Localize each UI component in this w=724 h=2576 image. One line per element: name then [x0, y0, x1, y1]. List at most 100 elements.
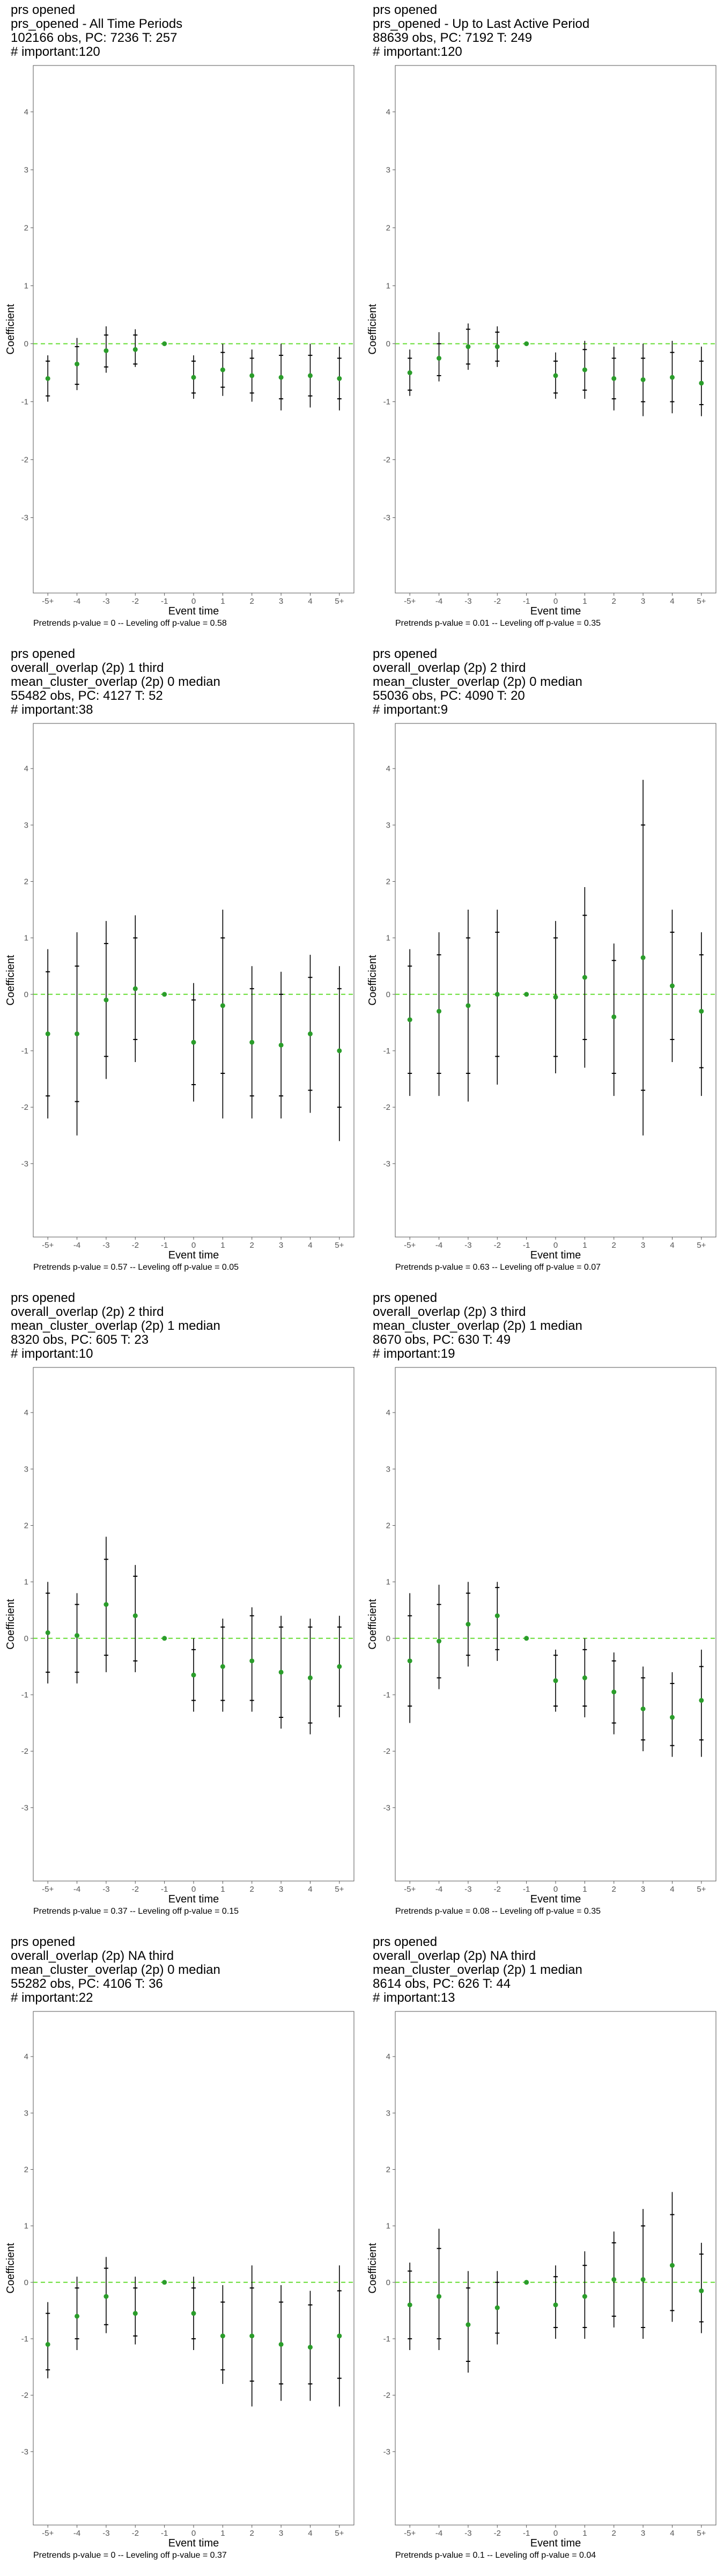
x-tick-label: 1 [582, 1885, 587, 1894]
estimate-point [407, 2302, 412, 2308]
estimate-point [191, 1040, 196, 1045]
chart-svg: -3 -2 -1 0 1 2 3 4 -5+ -4 -3 -2 -1 0 1 2 3 4 5+ Event time C… [5, 1367, 354, 1905]
x-tick-label: -1 [161, 2529, 168, 2538]
estimate-point [278, 2341, 284, 2347]
y-tick-label: 4 [386, 1408, 390, 1417]
estimate-point [307, 1675, 313, 1680]
x-tick-label: -3 [102, 1885, 109, 1894]
y-tick-label: 1 [386, 281, 390, 290]
y-tick-label: 1 [386, 1578, 390, 1587]
estimate-point [699, 380, 704, 386]
y-tick-label: -3 [21, 1159, 28, 1168]
x-tick-label: -2 [132, 1241, 139, 1250]
x-tick-label: 1 [220, 1885, 225, 1894]
x-tick-label: -4 [435, 1241, 442, 1250]
y-tick-label: 2 [386, 2165, 390, 2174]
y-tick-label: -2 [383, 1103, 390, 1112]
estimate-point [494, 992, 500, 997]
chart-title-line: prs opened [11, 1935, 76, 1949]
y-tick-label: -1 [383, 2334, 390, 2344]
chart-title-line: # important:13 [373, 1990, 455, 2005]
estimate-point [524, 2280, 529, 2285]
y-tick-label: -2 [21, 1103, 28, 1112]
estimate-point [220, 1003, 225, 1008]
chart-title-line: 88639 obs, PC: 7192 T: 249 [373, 31, 533, 45]
chart-title-line: mean_cluster_overlap (2p) 1 median [373, 1963, 582, 1977]
x-axis-label: Event time [168, 2537, 219, 2549]
chart-panel: prs opened overall_overlap (2p) 1 third me… [0, 644, 362, 1288]
pvalue-footer: Pretrends p-value = 0 -- Leveling off p-… [33, 2551, 227, 2560]
y-tick-label: -2 [21, 456, 28, 465]
estimate-point [104, 997, 109, 1002]
estimate-point [611, 1689, 617, 1695]
estimate-point [699, 1008, 704, 1014]
y-tick-label: 2 [24, 1521, 28, 1530]
chart-title-line: 8320 obs, PC: 605 T: 23 [11, 1333, 149, 1347]
chart-title-line: overall_overlap (2p) NA third [373, 1949, 536, 1963]
estimate-point [337, 1048, 342, 1053]
estimate-point [75, 1633, 80, 1638]
x-tick-label: -3 [102, 1241, 109, 1250]
chart-title-line: # important:19 [373, 1346, 455, 1361]
x-tick-label: -2 [494, 1241, 501, 1250]
y-axis-label: Coefficient [5, 1599, 17, 1650]
estimate-point [278, 1042, 284, 1048]
y-tick-label: 1 [24, 281, 28, 290]
x-tick-label: 1 [220, 2529, 225, 2538]
x-tick-label: 0 [191, 2529, 196, 2538]
y-tick-label: 4 [386, 107, 390, 116]
x-tick-label: -4 [73, 2529, 80, 2538]
chart-panel: prs opened prs_opened - All Time Periods 1… [0, 0, 362, 644]
y-tick-label: -1 [21, 398, 28, 407]
chart-title-line: 55036 obs, PC: 4090 T: 20 [373, 689, 525, 703]
x-tick-label: 3 [641, 597, 645, 606]
x-tick-label: 5+ [335, 2529, 344, 2538]
estimate-point [582, 2294, 587, 2299]
estimate-point [437, 1638, 442, 1644]
chart-title-line: prs opened [11, 1291, 76, 1305]
chart-title-line: overall_overlap (2p) 1 third [11, 661, 164, 675]
estimate-point [132, 347, 138, 352]
x-axis-label: Event time [530, 2537, 581, 2549]
pvalue-footer: Pretrends p-value = 0.57 -- Leveling off… [33, 1263, 239, 1272]
estimate-point [45, 1031, 50, 1036]
x-tick-label: 2 [612, 2529, 616, 2538]
x-tick-label: 2 [250, 597, 254, 606]
estimate-point [162, 341, 167, 347]
chart-panel: prs opened overall_overlap (2p) 2 third me… [0, 1288, 362, 1932]
x-tick-label: -5+ [404, 2529, 416, 2538]
chart-title: prs opened prs_opened - All Time Periods 1… [11, 3, 182, 59]
estimate-point [553, 994, 558, 1000]
x-tick-label: 0 [191, 1241, 196, 1250]
x-tick-label: 3 [279, 1885, 283, 1894]
y-tick-label: 3 [24, 2109, 28, 2118]
x-tick-label: -1 [523, 1241, 530, 1250]
estimate-point [553, 1678, 558, 1684]
estimate-point [669, 375, 675, 380]
x-tick-label: 3 [279, 2529, 283, 2538]
estimate-point [104, 1602, 109, 1607]
x-tick-label: 5+ [697, 597, 706, 606]
estimate-point [104, 2294, 109, 2299]
estimate-point [307, 2345, 313, 2350]
estimate-point [249, 373, 255, 378]
chart-title-line: overall_overlap (2p) 2 third [373, 661, 526, 675]
chart-title-line: mean_cluster_overlap (2p) 0 median [11, 1963, 220, 1977]
estimate-point [337, 376, 342, 381]
x-tick-label: -5+ [42, 597, 54, 606]
x-tick-label: -1 [523, 2529, 530, 2538]
x-tick-label: -5+ [404, 1885, 416, 1894]
estimate-point [524, 1636, 529, 1641]
estimate-point [466, 1622, 471, 1627]
x-tick-label: 5+ [697, 1885, 706, 1894]
estimate-point [407, 1658, 412, 1664]
y-tick-label: -3 [21, 514, 28, 523]
x-tick-label: 4 [670, 2529, 674, 2538]
y-tick-label: 0 [386, 2278, 390, 2287]
y-tick-label: -1 [383, 1046, 390, 1056]
x-tick-label: -3 [464, 1241, 471, 1250]
y-tick-label: 2 [386, 1521, 390, 1530]
chart-title-line: # important:9 [373, 702, 448, 717]
x-tick-label: -2 [132, 1885, 139, 1894]
y-axis-label: Coefficient [367, 955, 379, 1006]
